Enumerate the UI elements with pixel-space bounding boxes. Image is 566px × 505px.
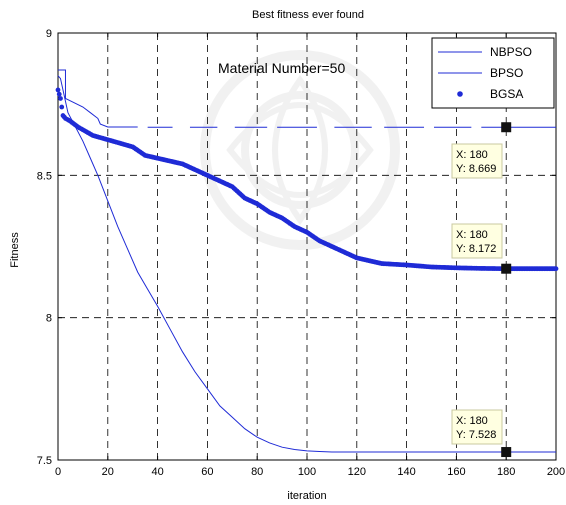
- datatip-marker: [501, 122, 512, 133]
- datatip-y: Y: 7.528: [456, 429, 496, 441]
- datatip: X: 180 Y: 7.528: [451, 409, 512, 458]
- x-tick-label: 0: [55, 466, 61, 478]
- y-tick-label: 8.5: [37, 170, 52, 182]
- datatip: X: 180 Y: 8.669: [451, 122, 512, 179]
- y-tick-label: 9: [46, 28, 52, 40]
- ornament-icon: [200, 50, 400, 250]
- legend-marker: [457, 91, 463, 97]
- x-tick-label: 60: [201, 466, 213, 478]
- chart-annotation: Material Number=50: [218, 60, 345, 76]
- y-axis-label: Fitness: [9, 232, 21, 268]
- chart-title: Best fitness ever found: [252, 9, 364, 21]
- datatip-marker: [501, 263, 512, 274]
- datatip-y: Y: 8.669: [456, 163, 496, 175]
- data-point: [55, 87, 61, 93]
- datatip-box: [451, 409, 503, 445]
- legend-label: NBPSO: [490, 45, 532, 59]
- datatips: X: 180 Y: 8.669 X: 180 Y: 8.172 X: 180 Y: 7.5…: [451, 122, 512, 458]
- x-tick-label: 40: [151, 466, 163, 478]
- data-point: [58, 96, 63, 101]
- datatip-marker: [501, 447, 512, 458]
- series-line: [58, 69, 138, 128]
- datatip-x: X: 180: [456, 415, 488, 427]
- x-tick-label: 180: [497, 466, 515, 478]
- x-tick-label: 140: [397, 466, 415, 478]
- x-tick-label: 120: [348, 466, 366, 478]
- datatip-x: X: 180: [456, 229, 488, 241]
- datatip-x: X: 180: [456, 149, 488, 161]
- legend: NBPSO BPSO BGSA: [431, 37, 555, 109]
- x-tick-label: 200: [547, 466, 565, 478]
- datatip-y: Y: 8.172: [456, 243, 496, 255]
- data-point: [553, 266, 559, 272]
- series-bpso: [57, 75, 556, 453]
- axes: [57, 32, 557, 461]
- y-tick-label: 8: [46, 313, 52, 325]
- legend-label: BPSO: [490, 66, 523, 80]
- series-group: [55, 69, 559, 453]
- x-tick-labels: 0 20 40 60 80 100 120 140 160 180 200: [55, 466, 565, 478]
- y-tick-label: 7.5: [37, 455, 52, 467]
- series-nbpso: [58, 69, 556, 128]
- plot-frame: [57, 32, 557, 461]
- data-point: [56, 91, 62, 97]
- x-tick-label: 20: [102, 466, 114, 478]
- legend-label: BGSA: [490, 87, 523, 101]
- y-tick-labels: 7.5 8 8.5 9: [37, 28, 52, 467]
- data-point: [59, 104, 65, 110]
- x-tick-label: 160: [447, 466, 465, 478]
- x-axis-label: iteration: [287, 490, 326, 502]
- datatip-box: [451, 143, 503, 179]
- datatip-box: [451, 223, 503, 259]
- x-tick-label: 100: [298, 466, 316, 478]
- series-bgsa: [55, 87, 559, 272]
- datatip: X: 180 Y: 8.172: [451, 223, 512, 274]
- x-tick-label: 80: [251, 466, 263, 478]
